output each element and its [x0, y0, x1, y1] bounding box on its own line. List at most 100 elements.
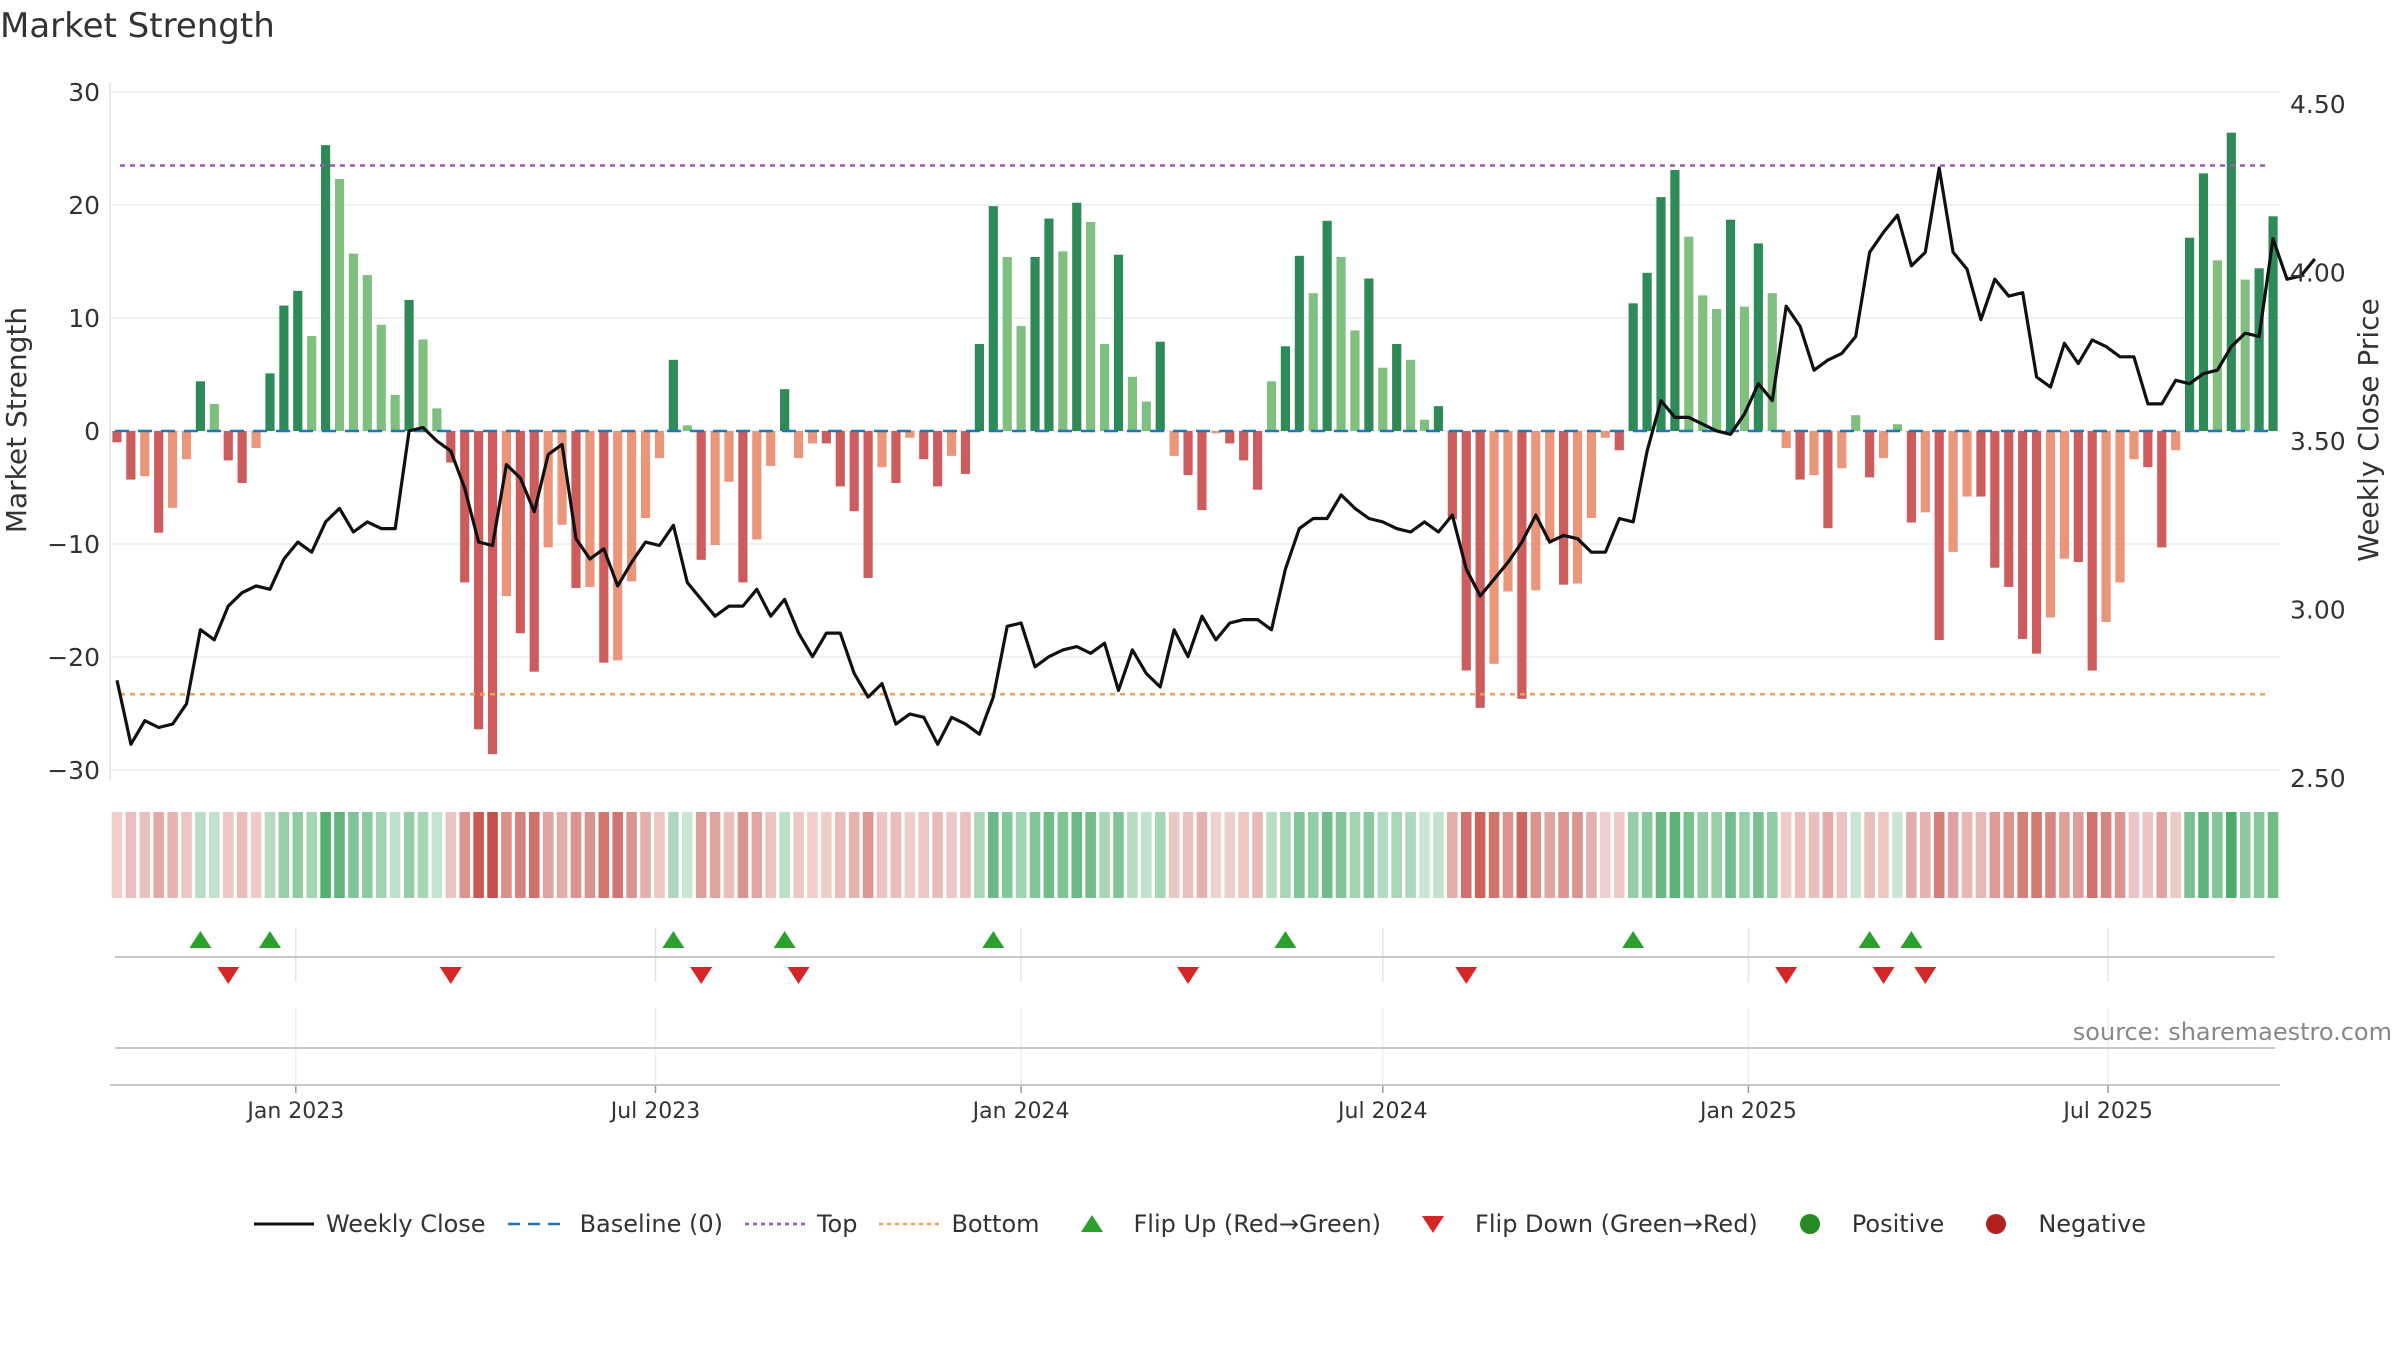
- strength-bar: [1253, 431, 1263, 490]
- strength-bar: [181, 431, 192, 460]
- flip-down-marker: [1177, 967, 1200, 984]
- strip-cell: [1057, 812, 1069, 898]
- strip-cell: [1808, 812, 1820, 898]
- strength-bar: [1809, 431, 1819, 476]
- strength-bar: [1406, 359, 1416, 431]
- strength-bar: [1211, 431, 1221, 434]
- strip-cell: [918, 812, 930, 898]
- strength-bar: [1712, 308, 1722, 431]
- grid-lines: [109, 82, 2280, 1088]
- strength-bar: [154, 431, 164, 533]
- strip-cell: [1516, 812, 1528, 898]
- strip-cell: [334, 812, 345, 898]
- strength-bar: [237, 431, 247, 483]
- legend-item-baseline: Baseline (0): [507, 1210, 723, 1238]
- strip-cell: [1725, 812, 1736, 898]
- strip-cell: [1739, 812, 1750, 898]
- strip-cell: [292, 812, 304, 898]
- strength-bar: [251, 431, 261, 448]
- strip-cell: [1794, 812, 1806, 898]
- strength-bar: [1016, 325, 1026, 431]
- strip-cell: [250, 812, 262, 898]
- strength-bar: [1447, 431, 1457, 520]
- strength-bar: [376, 324, 386, 431]
- strip-cell: [528, 812, 540, 898]
- strength-bar: [905, 431, 915, 438]
- strip-cell: [2156, 812, 2168, 898]
- strength-bar: [2073, 431, 2083, 563]
- strength-bar: [1753, 243, 1763, 431]
- legend-label-flip-down: Flip Down (Green→Red): [1475, 1210, 1758, 1238]
- flip-down-marker: [1872, 967, 1895, 984]
- chart-title: Market Strength: [0, 6, 275, 46]
- strip-cell: [1641, 812, 1653, 898]
- strip-cell: [1252, 812, 1263, 898]
- y-left-tick-label: −10: [47, 530, 100, 559]
- flip-down-marker: [217, 967, 240, 984]
- y-left-axis-label: Market Strength: [0, 307, 33, 533]
- strength-bar: [1086, 221, 1096, 431]
- strength-bar: [891, 431, 901, 483]
- strip-cell: [1572, 812, 1583, 898]
- strength-bar: [1392, 343, 1402, 431]
- strength-bar: [1072, 202, 1082, 431]
- strength-bar: [1058, 251, 1068, 431]
- strength-bar: [780, 389, 790, 431]
- strength-bar: [682, 425, 692, 431]
- strip-cell: [1321, 812, 1333, 898]
- strip-cell: [1335, 812, 1347, 898]
- strip-cell: [1753, 812, 1764, 898]
- strip-cell: [1613, 812, 1625, 898]
- strip-cell: [1530, 812, 1542, 898]
- strength-bar: [2268, 216, 2278, 431]
- y-left-tick-label: −20: [47, 643, 100, 672]
- x-tick-label: Jul 2023: [609, 1099, 701, 1124]
- strength-bar: [1614, 431, 1624, 451]
- strip-cell: [598, 812, 610, 898]
- strength-bar: [126, 431, 136, 480]
- strip-cell: [1196, 812, 1208, 898]
- strip-cell: [1586, 812, 1597, 898]
- strength-bar: [293, 290, 303, 431]
- strip-cell: [1085, 812, 1096, 898]
- reference-lines: [115, 164, 2275, 696]
- x-tick-label: Jul 2025: [2061, 1099, 2153, 1124]
- strength-bar: [1197, 431, 1207, 511]
- strip-cell: [556, 812, 568, 898]
- strip-cell: [2170, 812, 2181, 898]
- legend-label-baseline: Baseline (0): [579, 1210, 723, 1238]
- strip-cell: [765, 812, 777, 898]
- legend-swatch-weekly-close: [253, 1212, 314, 1236]
- strength-bar: [1531, 431, 1541, 591]
- strength-bar: [1002, 256, 1012, 431]
- strength-bar: [1906, 431, 1916, 523]
- strength-bar: [1030, 256, 1040, 431]
- strip-cell: [1961, 812, 1973, 898]
- strip-cell: [1168, 812, 1180, 898]
- strength-bar: [1113, 254, 1124, 431]
- strip-cell: [862, 812, 874, 898]
- strip-cell: [612, 812, 624, 898]
- strength-bar: [1308, 293, 1318, 431]
- flip-down-marker: [439, 967, 462, 984]
- strength-bar: [627, 431, 637, 582]
- strip-cell: [403, 812, 415, 898]
- strip-cell: [2031, 812, 2042, 898]
- strip-cell: [1043, 812, 1055, 898]
- strength-bar: [1489, 431, 1499, 664]
- y-right-tick-label: 3.50: [2290, 427, 2346, 456]
- strength-bar: [460, 431, 470, 583]
- strength-bar: [1600, 431, 1610, 438]
- strip-cell: [1266, 812, 1277, 898]
- strength-bar: [654, 431, 665, 459]
- strip-cell: [139, 812, 151, 898]
- legend-label-flip-up: Flip Up (Red→Green): [1133, 1210, 1382, 1238]
- strength-bar: [2087, 431, 2097, 671]
- strip-cell: [848, 812, 860, 898]
- strip-cell: [501, 812, 512, 898]
- strip-cell: [807, 812, 818, 898]
- strength-bar: [613, 431, 623, 661]
- x-tick-label: Jan 2023: [245, 1099, 344, 1124]
- strength-bar: [1865, 431, 1875, 478]
